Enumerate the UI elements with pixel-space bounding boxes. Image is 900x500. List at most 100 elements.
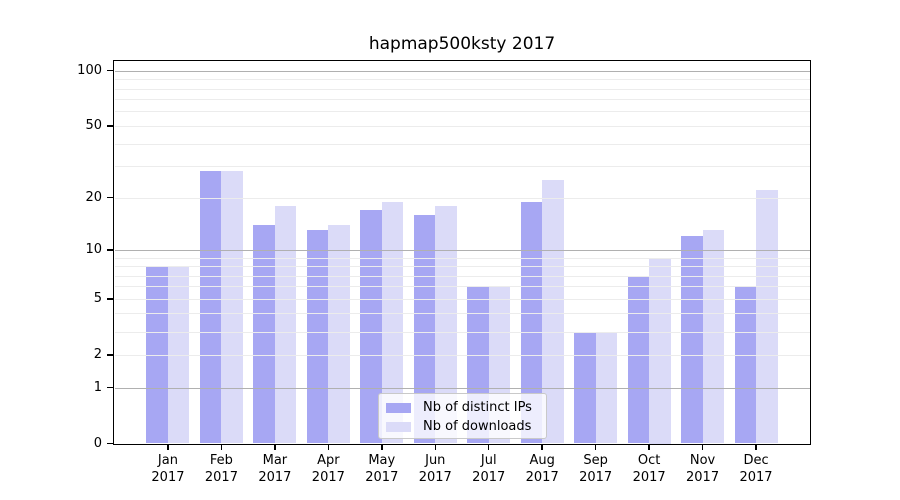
bar-distinct-ips: [520, 201, 543, 444]
x-tick-year: 2017: [258, 470, 292, 485]
x-tick-month: Dec: [743, 453, 769, 468]
y-tick-label: 1: [93, 379, 102, 395]
x-tick-year: 2017: [418, 470, 452, 485]
x-tick-label: Aug 2017: [512, 452, 572, 486]
x-tick-label: Jun 2017: [405, 452, 465, 486]
minor-gridline: [114, 111, 810, 113]
x-tick-year: 2017: [472, 470, 506, 485]
x-tick-label: Dec 2017: [726, 452, 786, 486]
bar-downloads: [221, 171, 243, 444]
bar-downloads: [702, 230, 725, 444]
x-tick-label: Jan 2017: [138, 452, 198, 486]
x-tick: [594, 445, 597, 450]
x-tick-month: Jan: [157, 453, 178, 468]
minor-gridline: [114, 79, 810, 81]
y-tick: [107, 249, 114, 251]
major-gridline: [114, 249, 810, 251]
minor-gridline: [114, 99, 810, 101]
legend-swatch-distinct-ips: [386, 402, 411, 413]
x-tick-label: Feb 2017: [191, 452, 251, 486]
bar-downloads: [274, 205, 297, 444]
x-tick-year: 2017: [686, 470, 720, 485]
x-tick: [327, 445, 330, 450]
legend-label-distinct-ips: Nb of distinct IPs: [423, 400, 532, 415]
x-tick-month: Jun: [425, 453, 446, 468]
x-tick-month: Oct: [637, 453, 661, 468]
minor-gridline: [114, 143, 810, 145]
x-tick: [434, 445, 437, 450]
x-tick-year: 2017: [525, 470, 559, 485]
bar-distinct-ips: [681, 236, 703, 444]
x-tick: [274, 445, 276, 450]
chart-title: hapmap500ksty 2017: [368, 34, 556, 54]
y-tick-label: 50: [85, 117, 102, 133]
y-tick-label: 0: [93, 435, 102, 451]
x-tick-month: Nov: [689, 453, 716, 468]
y-tick-label: 20: [85, 189, 102, 205]
bar-distinct-ips: [146, 266, 168, 444]
minor-gridline: [114, 275, 810, 277]
x-tick: [648, 445, 650, 450]
legend-entry-downloads: Nb of downloads: [386, 417, 546, 436]
x-tick: [701, 445, 704, 450]
x-tick: [381, 445, 383, 450]
x-tick-year: 2017: [632, 470, 666, 485]
bar-distinct-ips: [413, 214, 436, 444]
bar-distinct-ips: [734, 286, 757, 444]
plot-area: [114, 61, 810, 444]
x-tick-month: Sep: [583, 453, 608, 468]
x-tick-label: May 2017: [352, 452, 412, 486]
bar-distinct-ips: [360, 210, 382, 444]
x-tick: [755, 445, 757, 450]
bar-downloads: [381, 201, 404, 444]
minor-gridline: [114, 266, 810, 267]
bar-distinct-ips: [627, 275, 650, 444]
legend-swatch-downloads: [386, 421, 411, 432]
y-tick-label: 2: [93, 346, 102, 362]
y-tick-label: 5: [93, 290, 102, 306]
bar-distinct-ips: [306, 230, 329, 444]
bar-distinct-ips: [253, 224, 275, 444]
x-tick-year: 2017: [151, 470, 185, 485]
bar-downloads: [435, 205, 457, 444]
x-tick-year: 2017: [579, 470, 613, 485]
x-tick-label: Nov 2017: [673, 452, 733, 486]
legend-label-downloads: Nb of downloads: [423, 419, 532, 434]
y-tick: [107, 442, 114, 445]
x-tick-year: 2017: [365, 470, 399, 485]
minor-gridline: [114, 298, 810, 300]
minor-gridline: [114, 88, 810, 90]
major-gridline: [114, 70, 810, 72]
minor-gridline: [114, 125, 810, 127]
x-tick-month: Aug: [529, 453, 555, 468]
x-tick: [541, 445, 543, 450]
x-tick-label: Apr 2017: [298, 452, 358, 486]
minor-gridline: [114, 197, 810, 199]
x-tick-label: Mar 2017: [245, 452, 305, 486]
minor-gridline: [114, 354, 810, 356]
x-tick-month: Mar: [262, 453, 288, 468]
x-tick-month: Feb: [209, 453, 233, 468]
y-tick-label: 100: [77, 62, 102, 78]
y-tick: [107, 196, 114, 199]
minor-gridline: [114, 313, 810, 315]
bar-downloads: [542, 180, 564, 444]
x-tick-month: May: [368, 453, 396, 468]
x-tick-year: 2017: [204, 470, 238, 485]
bar-downloads: [167, 266, 190, 444]
x-tick-label: Jul 2017: [459, 452, 519, 486]
y-tick: [107, 69, 114, 72]
minor-gridline: [114, 257, 810, 259]
y-tick: [107, 354, 114, 356]
x-tick: [220, 445, 223, 450]
y-tick: [107, 125, 114, 127]
x-tick-year: 2017: [739, 470, 773, 485]
bar-downloads: [328, 224, 350, 444]
legend-entry-distinct-ips: Nb of distinct IPs: [386, 398, 546, 417]
minor-gridline: [114, 166, 810, 168]
y-tick-label: 10: [85, 241, 102, 257]
x-tick: [167, 445, 169, 450]
bar-downloads: [756, 190, 778, 444]
y-tick: [107, 386, 114, 389]
